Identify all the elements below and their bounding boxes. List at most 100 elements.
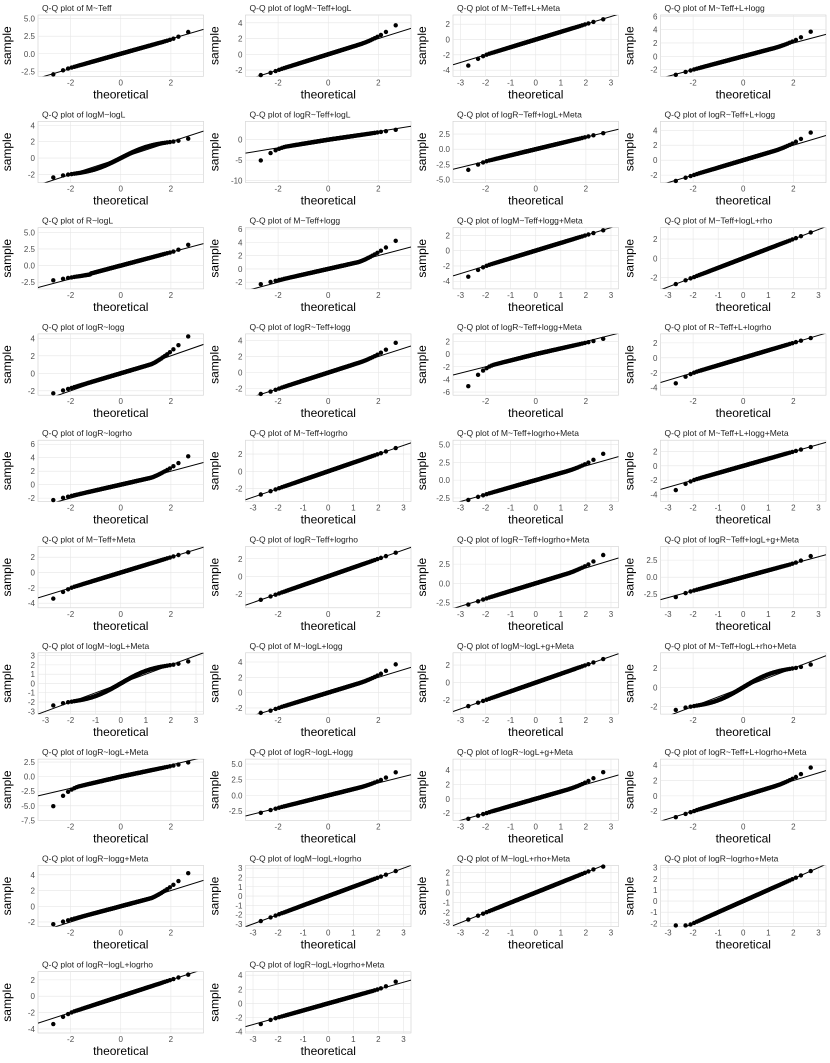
x-axis-title: theoretical [716,87,771,101]
y-tick-label: -2 [28,494,36,503]
qq-point [176,460,181,466]
x-tick-label: -2 [67,185,75,194]
qq-point [393,127,398,132]
y-tick-label: 0 [238,467,243,476]
qq-point [258,281,263,287]
y-tick-label: 2 [653,235,658,244]
qq-point [383,449,389,454]
qq-point [167,139,173,145]
y-axis-title: sample [208,451,222,490]
qq-point [683,374,688,379]
y-tick-label: 4 [238,658,243,667]
panel-title: Q-Q plot of logR~Teff+logg [250,322,351,332]
x-axis-title: theoretical [93,87,148,101]
qq-point [268,279,273,285]
y-tick-label: -2 [235,66,243,75]
qq-panel: Q-Q plot of M~Teff+L+logg+Meta-3 -2 -1 0 1 2 3… [623,428,827,527]
qq-point [268,594,273,599]
x-tick-label: -2 [690,397,698,406]
qq-point [601,656,606,662]
x-tick-label: 0 [741,716,746,725]
y-tick-label: 2.5 [646,556,658,565]
x-tick-label: 2 [584,716,589,725]
panel-title: Q-Q plot of R~logL [42,216,113,226]
x-tick-label: -1 [507,78,515,87]
qq-point [466,497,471,503]
x-axis-title: theoretical [301,831,356,845]
qq-point [591,19,596,25]
panel-title: Q-Q plot of M~Teff [42,3,112,13]
x-tick-label: 0 [326,716,331,725]
x-tick-label: 0 [119,504,124,513]
x-axis-title: theoretical [508,725,563,739]
x-tick-label: 2 [584,504,589,513]
y-tick-label: -5.0 [21,802,35,811]
panel-title: Q-Q plot of M~Teff+logg [250,216,341,226]
y-axis-title: sample [0,132,14,171]
y-tick-label: -3 [28,707,36,716]
qq-point [480,54,486,59]
qq-point [793,448,799,454]
y-tick-label: -4 [650,384,658,393]
x-tick-label: -2 [482,822,490,831]
x-tick-label: -2 [67,716,75,725]
x-tick-label: 2 [584,291,589,300]
x-tick-label: 0 [326,185,331,194]
x-tick-label: 2 [584,397,589,406]
qq-point [60,68,66,73]
y-tick-label: 0 [653,354,658,363]
y-tick-label: 4 [31,334,36,343]
x-tick-label: -2 [690,185,698,194]
panel-title: Q-Q plot of logM~logL [42,109,126,119]
qq-point [601,17,606,22]
x-tick-label: -2 [690,78,698,87]
panel-title: Q-Q plot of logR~logL+Meta [42,747,149,757]
x-axis-title: theoretical [301,619,356,633]
y-tick-label: -2 [650,171,658,180]
y-tick-label: 2 [31,138,36,147]
qq-point [475,162,481,167]
x-tick-label: 2 [791,185,796,194]
qq-point [378,450,384,456]
y-tick-label: -2 [235,704,243,713]
qq-point [808,662,813,667]
qq-point [268,488,273,494]
panel-title: Q-Q plot of M~Teff+logL+rho+Meta [665,641,797,651]
qq-point [268,150,273,156]
y-axis-title: sample [208,26,222,65]
qq-point [793,560,799,565]
qq-point [475,372,481,378]
qq-point [475,494,481,500]
qq-point [383,129,389,134]
x-tick-label: -3 [457,716,465,725]
y-axis-title: sample [208,345,222,384]
x-tick-label: -3 [457,291,465,300]
x-tick-label: 1 [559,610,564,619]
qq-point [798,558,804,563]
y-tick-label: 0 [653,254,658,263]
qq-point [375,130,380,135]
qq-point [790,39,795,44]
qq-point [65,66,71,71]
y-tick-label: -4 [650,490,658,499]
x-tick-label: 3 [609,504,614,513]
qq-panel: Q-Q plot of logM~logL-2 0 2-2024theoretica… [0,109,204,208]
x-tick-label: 1 [559,822,564,831]
y-tick-label: 0 [446,247,451,256]
qq-point [176,138,181,143]
x-tick-label: 2 [376,291,381,300]
panel-title: Q-Q plot of M~logL+logg [250,641,343,651]
panel-title: Q-Q plot of logR~logg [42,322,125,332]
x-tick-label: 2 [791,504,796,513]
y-tick-label: 6 [31,440,36,449]
x-tick-label: 0 [534,397,539,406]
x-tick-label: 2 [791,78,796,87]
qq-point [586,460,591,465]
x-tick-label: 2 [169,78,174,87]
x-tick-label: -1 [507,504,515,513]
y-tick-label: -2 [235,590,243,599]
qq-panel: Q-Q plot of logR~Teff+logL+Meta-2 0 2-5.0-… [415,109,619,208]
panel-title: Q-Q plot of logR~Teff+logL+g+Meta [665,535,800,545]
panel-title: Q-Q plot of logM~Teff+logL [250,3,352,13]
qq-point [673,178,678,184]
